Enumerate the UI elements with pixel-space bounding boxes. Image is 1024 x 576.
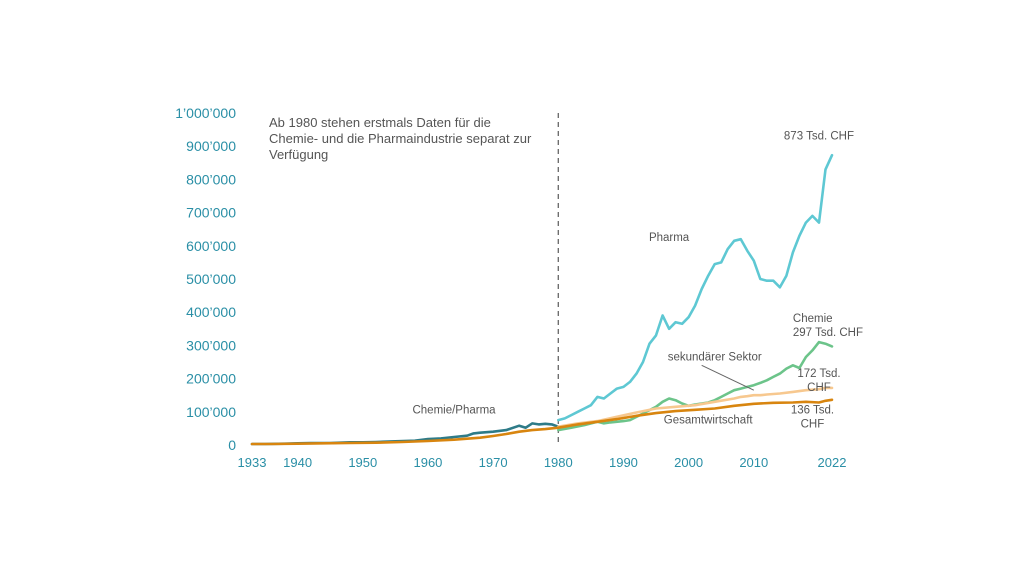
x-tick-label-1980: 1980 — [544, 455, 573, 470]
x-tick-label-1970: 1970 — [479, 455, 508, 470]
reference-annotation-line-2: Chemie- und die Pharmaindustrie separat … — [269, 131, 532, 146]
y-tick-label-400000: 400’000 — [186, 304, 236, 320]
x-tick-label-1940: 1940 — [283, 455, 312, 470]
series-line-pharma — [557, 153, 834, 422]
x-tick-label-2000: 2000 — [674, 455, 703, 470]
series-label-gesamtwirtschaft: Gesamtwirtschaft — [664, 414, 754, 426]
series-label-chemie-pharma: Chemie/Pharma — [412, 404, 496, 416]
reference-annotation-line-3: Verfügung — [269, 147, 328, 162]
y-tick-label-900000: 900’000 — [186, 138, 236, 154]
x-tick-label-1990: 1990 — [609, 455, 638, 470]
y-tick-label-500000: 500’000 — [186, 271, 236, 287]
y-tick-label-300000: 300’000 — [186, 337, 236, 353]
series-label-172-tsd-chf: 172 Tsd. CHF — [797, 368, 840, 394]
y-tick-label-700000: 700’000 — [186, 205, 236, 221]
y-tick-label-800000: 800’000 — [186, 171, 236, 187]
reference-annotation: Ab 1980 stehen erstmals Daten für dieChe… — [269, 115, 532, 162]
y-tick-label-600000: 600’000 — [186, 238, 236, 254]
series-label-chemie-297-tsd-chf: Chemie 297 Tsd. CHF — [793, 313, 863, 339]
series-line-gesamtwirtschaft — [250, 398, 834, 446]
x-tick-label-1950: 1950 — [348, 455, 377, 470]
series-lines — [250, 153, 834, 446]
series-label-136-tsd-chf: 136 Tsd. CHF — [791, 404, 834, 430]
y-tick-label-1000000: 1’000’000 — [175, 105, 236, 121]
reference-annotation-line-1: Ab 1980 stehen erstmals Daten für die — [269, 115, 491, 130]
series-labels: Chemie/Pharma Pharma 873 Tsd. CHF Chemie 297… — [412, 131, 863, 431]
x-tick-label-2022: 2022 — [818, 455, 847, 470]
y-tick-label-200000: 200’000 — [186, 371, 236, 387]
x-tick-label-2010: 2010 — [739, 455, 768, 470]
x-tick-label-1933: 1933 — [238, 455, 267, 470]
series-line-sekundaerer-sektor — [557, 386, 834, 428]
leader-line-sekundaerer-sektor — [701, 364, 755, 391]
x-axis-ticks: 1933 1940 1950 1960 1970 1980 1990 2000 2010 2022 — [238, 455, 847, 470]
y-axis-ticks: 0 100’000 200’000 300’000 400’000 500’000 600’… — [175, 105, 236, 453]
y-tick-label-0: 0 — [228, 437, 236, 453]
series-label-873-tsd-chf: 873 Tsd. CHF — [784, 131, 854, 143]
y-tick-label-100000: 100’000 — [186, 404, 236, 420]
series-label-pharma: Pharma — [649, 232, 690, 244]
series-label-sekundaerer-sektor: sekundärer Sektor — [668, 351, 762, 363]
x-tick-label-1960: 1960 — [413, 455, 442, 470]
